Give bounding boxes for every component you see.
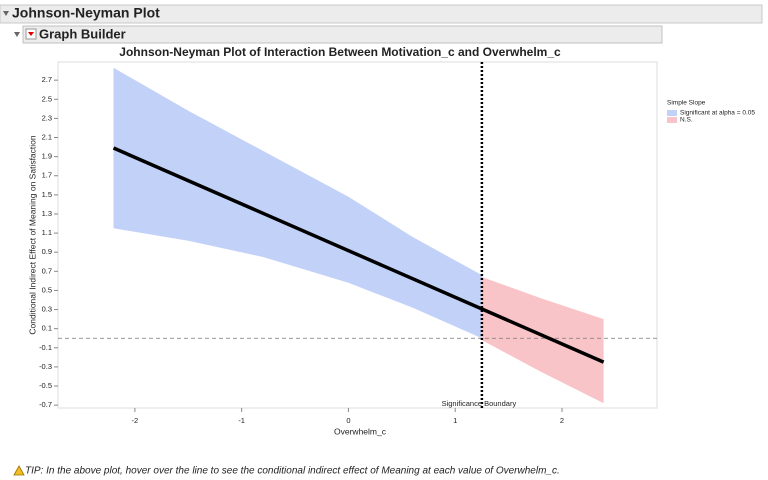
y-tick-label: 0.3 (42, 305, 52, 314)
y-tick-label: -0.5 (39, 381, 52, 390)
y-axis-label: Conditional Indirect Effect of Meaning o… (27, 135, 37, 335)
legend-title: Simple Slope (667, 100, 706, 107)
y-tick-label: 0.9 (42, 247, 52, 256)
effect-line (112, 146, 605, 364)
y-tick-label: 0.1 (42, 324, 52, 333)
y-tick-label: 0.5 (42, 285, 52, 294)
disclosure-icon[interactable] (3, 11, 9, 16)
x-tick-label: -2 (132, 416, 139, 425)
boundary-label: Significance Boundary (442, 399, 517, 408)
legend-box (664, 97, 764, 129)
legend-label: N.S. (680, 117, 693, 124)
y-tick-label: -0.3 (39, 362, 52, 371)
y-tick-label: 0.7 (42, 266, 52, 275)
y-tick-label: 2.3 (42, 113, 52, 122)
x-tick-label: 0 (346, 416, 350, 425)
panel-bar[interactable] (22, 25, 663, 44)
y-tick-label: 1.3 (42, 209, 52, 218)
y-tick-label: 1.1 (42, 228, 52, 237)
y-tick-label: 1.5 (42, 190, 52, 199)
legend-label: Significant at alpha = 0.05 (680, 110, 755, 117)
y-tick-label: 1.9 (42, 152, 52, 161)
confidence-band (481, 277, 604, 404)
x-tick-label: -1 (238, 416, 245, 425)
panel-title: Graph Builder (39, 26, 126, 41)
y-tick-label: 1.7 (42, 171, 52, 180)
x-tick-label: 1 (453, 416, 457, 425)
tip-text: TIP: In the above plot, hover over the l… (25, 466, 560, 477)
y-tick-label: 2.5 (42, 94, 52, 103)
y-tick-label: -0.1 (39, 343, 52, 352)
y-tick-label: 2.1 (42, 132, 52, 141)
disclosure-icon[interactable] (14, 32, 20, 37)
x-axis-label: Overwhelm_c (334, 426, 387, 436)
header-bar[interactable] (0, 4, 763, 24)
legend-swatch (667, 117, 677, 123)
legend-swatch (667, 110, 677, 116)
x-tick-label: 2 (560, 416, 564, 425)
header-title: Johnson-Neyman Plot (12, 5, 160, 21)
chart-title: Johnson-Neyman Plot of Interaction Betwe… (119, 45, 561, 59)
y-tick-label: 2.7 (42, 75, 52, 84)
menu-icon (28, 32, 34, 36)
y-tick-label: -0.7 (39, 400, 52, 409)
warning-icon (13, 465, 25, 476)
legend: Simple Slope Significant at alpha = 0.05… (664, 97, 764, 129)
